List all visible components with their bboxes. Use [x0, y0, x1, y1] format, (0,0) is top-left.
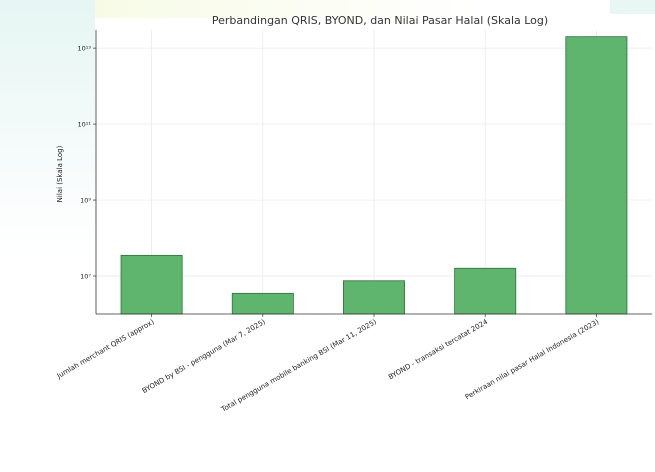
- chart-title: Perbandingan QRIS, BYOND, dan Nilai Pasa…: [212, 14, 548, 27]
- axes: [93, 30, 652, 317]
- x-tick-label: Perkiraan nilai pasar Halal Indonesia (2…: [464, 318, 601, 402]
- x-tick-label: Jumlah merchant QRIS (approx): [55, 318, 156, 381]
- bars: [120, 36, 628, 315]
- bar: [120, 254, 183, 315]
- x-tick-labels: Jumlah merchant QRIS (approx)BYOND by BS…: [55, 318, 601, 415]
- x-tick-label: BYOND - transaksi tercatat 2024: [387, 318, 490, 382]
- x-tick-label: BYOND by BSI - pengguna (Mar 7, 2025): [141, 318, 267, 395]
- bar: [231, 292, 294, 315]
- y-tick-label: 10¹³: [78, 45, 92, 53]
- bar: [343, 280, 405, 315]
- y-axis-label: Nilai (Skala Log): [56, 145, 64, 202]
- bar: [454, 267, 517, 315]
- background-decoration-left: [0, 0, 95, 250]
- bar: [565, 36, 628, 315]
- y-tick-label: 10¹¹: [78, 121, 92, 129]
- y-tick-label: 10⁷: [80, 273, 91, 281]
- background-decoration-top: [95, 0, 475, 18]
- y-tick-labels: 10⁷ 10⁹ 10¹¹ 10¹³: [78, 45, 92, 281]
- background-decoration-right: [610, 0, 655, 14]
- y-tick-label: 10⁹: [80, 197, 91, 205]
